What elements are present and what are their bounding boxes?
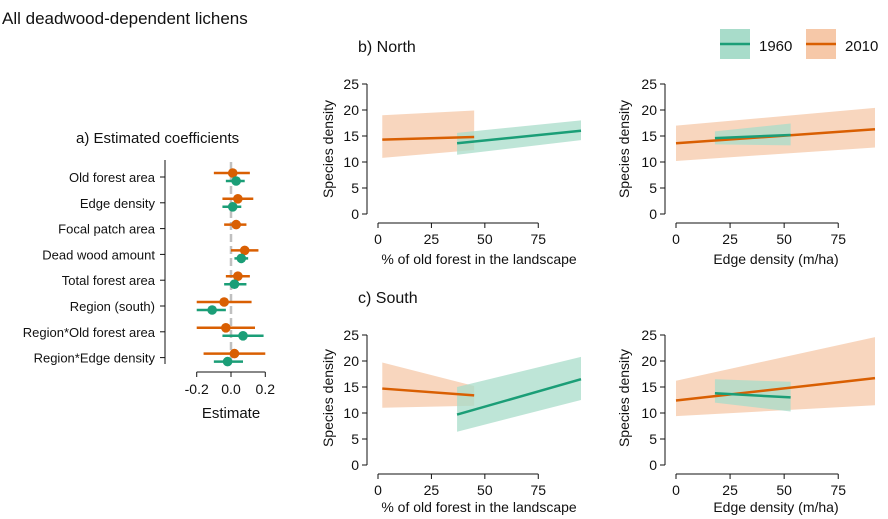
fit-line-2010	[382, 135, 475, 141]
panel-a-category-label: Region*Edge density	[34, 351, 156, 366]
ytick-label: 15	[641, 128, 657, 144]
panel-a-xtick-label: 0.0	[221, 381, 241, 397]
legend-label-2010: 2010	[845, 38, 878, 55]
panel-b-right-xlabel: Edge density (m/ha)	[713, 251, 838, 267]
xtick-label: 75	[830, 231, 846, 247]
panel-a-plot: Old forest area Edge density Focal patch a…	[23, 160, 275, 397]
ytick-label: 20	[641, 102, 657, 118]
xtick-label: 0	[672, 482, 680, 498]
panel-a-category-label: Focal patch area	[58, 222, 156, 237]
panel-a-category-label: Total forest area	[62, 273, 156, 288]
fit-line-1960	[456, 377, 582, 416]
fit-line-2010	[675, 376, 876, 402]
panel-a-point-2010	[233, 194, 243, 204]
ytick-label: 10	[641, 154, 657, 170]
ytick-label: 0	[649, 457, 657, 473]
xtick-label: 75	[530, 482, 546, 498]
xtick-label: 25	[722, 482, 738, 498]
figure-title: All deadwood-dependent lichens	[2, 9, 248, 28]
panel-a-point-1960	[227, 202, 238, 212]
panel-a-point-2010	[233, 271, 243, 282]
panel-a-title: a) Estimated coefficients	[76, 130, 239, 147]
panel-b-left-xlabel: % of old forest in the landscape	[381, 251, 577, 267]
xtick-label: 0	[374, 482, 382, 498]
fit-line-1960	[456, 129, 582, 145]
ytick-label: 10	[343, 154, 359, 170]
panel-a-point-2010	[221, 323, 231, 333]
fit-line-1960	[714, 391, 791, 399]
fit-line-2010	[382, 387, 475, 397]
xtick-label: 50	[477, 482, 493, 498]
panel-a-xlabel: Estimate	[202, 405, 260, 422]
xtick-label: 25	[424, 482, 440, 498]
panel-a-category-label: Dead wood amount	[42, 247, 155, 262]
legend: 1960 2010	[720, 29, 878, 59]
panel-a-point-1960	[222, 356, 233, 367]
panel-a-xtick-label: 0.2	[256, 381, 276, 397]
xtick-label: 50	[776, 231, 792, 247]
xtick-label: 75	[830, 482, 846, 498]
ytick-label: 0	[351, 457, 359, 473]
panel-a-coefficients: a) Estimated coefficients Old forest are…	[23, 130, 275, 422]
panel-b-north-old-forest: % of old forest in the landscape Species…	[320, 76, 582, 267]
xtick-label: 50	[776, 482, 792, 498]
panel-a-point-2010	[229, 348, 240, 359]
panel-a-point-2010	[227, 168, 238, 178]
panel-b-right-ylabel: Species density	[616, 100, 632, 198]
panel-c-left-xlabel: % of old forest in the landscape	[381, 499, 577, 515]
panel-a-category-label: Region*Old forest area	[23, 325, 156, 340]
ytick-label: 5	[649, 180, 657, 196]
ytick-label: 10	[343, 405, 359, 421]
fit-line-1960	[714, 133, 791, 140]
ytick-label: 25	[641, 327, 657, 343]
panel-a-category-label: Region (south)	[70, 299, 155, 314]
panel-a-point-1960	[231, 176, 241, 186]
panel-c-right-xlabel: Edge density (m/ha)	[713, 499, 838, 515]
ytick-label: 0	[351, 206, 359, 222]
xtick-label: 50	[477, 231, 493, 247]
panel-a-point-1960	[229, 279, 240, 290]
panel-c-south-edge-density: Edge density (m/ha) Species density 0 5 10…	[616, 327, 876, 515]
ytick-label: 5	[351, 180, 359, 196]
ci-band-2010	[382, 362, 475, 408]
ytick-label: 25	[343, 327, 359, 343]
ytick-label: 5	[649, 431, 657, 447]
panel-c-title: c) South	[358, 290, 418, 307]
ci-band-1960	[457, 356, 581, 432]
xtick-label: 0	[374, 231, 382, 247]
panel-a-xtick-label: -0.2	[185, 381, 209, 397]
xtick-label: 0	[672, 231, 680, 247]
ytick-label: 0	[649, 206, 657, 222]
xtick-label: 25	[424, 231, 440, 247]
ytick-label: 10	[641, 405, 657, 421]
ytick-label: 15	[343, 128, 359, 144]
ytick-label: 15	[641, 379, 657, 395]
panel-b-north-edge-density: Edge density (m/ha) Species density 0 5 10…	[616, 76, 876, 267]
panel-a-point-1960	[238, 331, 248, 341]
xtick-label: 25	[722, 231, 738, 247]
legend-label-1960: 1960	[759, 38, 792, 55]
panel-a-category-label: Edge density	[80, 196, 156, 211]
ytick-label: 20	[343, 102, 359, 118]
xtick-label: 75	[530, 231, 546, 247]
panel-a-point-2010	[231, 219, 241, 230]
panel-a-point-2010	[219, 297, 229, 307]
ytick-label: 25	[343, 76, 359, 92]
panel-c-south-old-forest: % of old forest in the landscape Species…	[320, 327, 582, 515]
panel-a-point-1960	[236, 253, 247, 264]
panel-a-point-2010	[239, 245, 250, 256]
ytick-label: 20	[343, 353, 359, 369]
ytick-label: 15	[343, 379, 359, 395]
ytick-label: 5	[351, 431, 359, 447]
panel-b-title: b) North	[358, 39, 416, 56]
panel-a-point-1960	[207, 305, 217, 315]
panel-b-left-ylabel: Species density	[320, 100, 336, 198]
panel-a-category-label: Old forest area	[69, 170, 156, 185]
panel-c-left-ylabel: Species density	[320, 349, 336, 447]
ytick-label: 20	[641, 353, 657, 369]
ytick-label: 25	[641, 76, 657, 92]
panel-c-right-ylabel: Species density	[616, 349, 632, 447]
ci-band-2010	[382, 110, 475, 158]
